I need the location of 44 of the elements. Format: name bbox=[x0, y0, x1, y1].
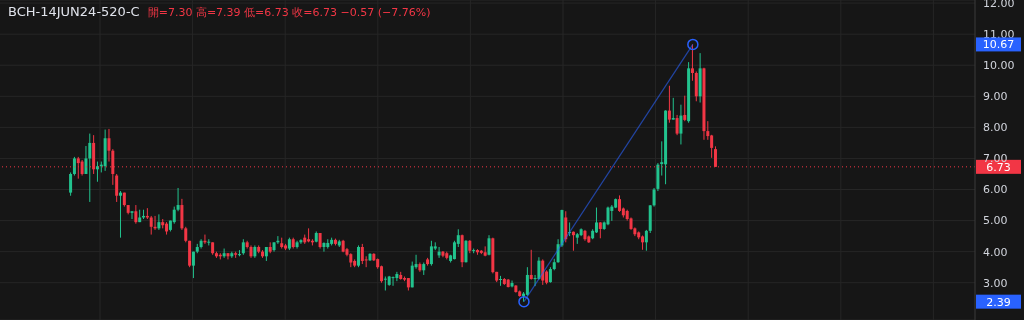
candlestick bbox=[130, 210, 134, 220]
candlestick bbox=[464, 239, 468, 264]
y-tick-label: 3.00 bbox=[983, 276, 1008, 290]
candlestick bbox=[694, 70, 698, 102]
text: 2.39 bbox=[986, 295, 1011, 309]
candlestick bbox=[134, 204, 138, 225]
y-tick-label: 5.00 bbox=[983, 214, 1008, 228]
candlestick bbox=[360, 243, 364, 265]
candlestick bbox=[606, 206, 610, 226]
chart-title: BCH-14JUN24-520-C bbox=[8, 4, 140, 19]
text: 開=7.30 高=7.39 低=6.73 收=6.73 −0.57 (−7.76%) bbox=[147, 6, 431, 19]
candlestick bbox=[683, 95, 687, 122]
y-tick-label: 4.00 bbox=[983, 245, 1008, 259]
candlestick bbox=[529, 249, 533, 281]
candlestick bbox=[322, 241, 326, 253]
candlestick bbox=[391, 276, 395, 287]
y-tick-label: 9.00 bbox=[983, 90, 1008, 104]
text: 10.67 bbox=[982, 38, 1015, 52]
candlestick bbox=[119, 190, 122, 239]
candlestick bbox=[88, 133, 92, 203]
candlestick bbox=[191, 251, 195, 279]
candlestick bbox=[667, 85, 671, 124]
candlestick bbox=[690, 43, 694, 82]
y-tick-label: 10.00 bbox=[983, 59, 1015, 73]
y-tick-label: 6.00 bbox=[983, 183, 1008, 197]
candlestick bbox=[671, 97, 675, 121]
candlestick bbox=[568, 221, 572, 237]
candlestick bbox=[115, 173, 119, 203]
candlestick bbox=[72, 156, 76, 177]
y-tick-label: 8.00 bbox=[983, 121, 1008, 135]
candlestick bbox=[675, 114, 679, 136]
candlestick bbox=[679, 104, 683, 145]
candlestick bbox=[84, 145, 88, 175]
candlestick bbox=[157, 213, 161, 231]
candlestick bbox=[222, 248, 226, 259]
candlestick bbox=[395, 271, 399, 282]
candlestick bbox=[541, 258, 545, 286]
candlestick bbox=[564, 210, 568, 243]
candlestick bbox=[149, 215, 153, 236]
candlestick bbox=[69, 171, 73, 197]
candlestick bbox=[525, 266, 529, 297]
candlestick bbox=[226, 252, 230, 260]
candlestick bbox=[594, 207, 598, 234]
candlestick bbox=[571, 230, 575, 252]
